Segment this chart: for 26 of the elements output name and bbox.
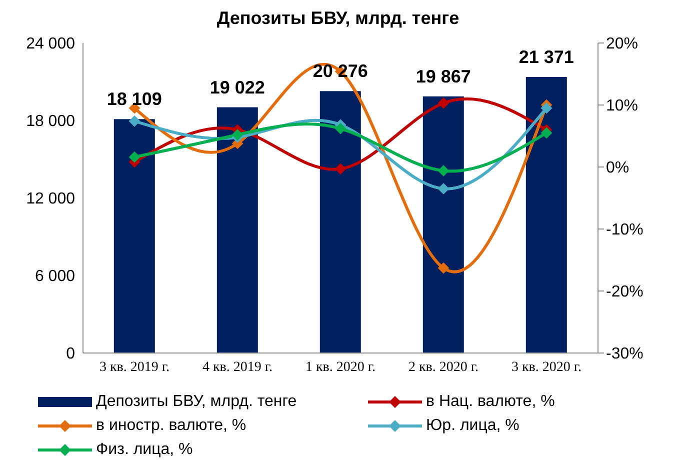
legend-label: в Нац. валюте, % bbox=[426, 393, 555, 411]
y2-tick-label: 0% bbox=[606, 160, 630, 177]
x-tick-label: 1 кв. 2020 г. bbox=[305, 360, 376, 375]
data-label: 19 867 bbox=[416, 66, 471, 86]
y-tick-label: 12 000 bbox=[26, 190, 76, 208]
legend-label: Физ. лица, % bbox=[96, 441, 193, 459]
y2-tick-label: -20% bbox=[606, 284, 644, 301]
x-tick-label: 2 кв. 2020 г. bbox=[408, 360, 479, 375]
y-tick-label: 24 000 bbox=[26, 36, 76, 53]
legend-label: в иностр. валюте, % bbox=[96, 417, 246, 435]
legend-label: Депозиты БВУ, млрд. тенге bbox=[96, 393, 297, 411]
y2-tick-label: 20% bbox=[606, 36, 638, 53]
x-tick-label: 3 кв. 2020 г. bbox=[511, 360, 582, 375]
y2-tick-label: -30% bbox=[606, 346, 644, 363]
legend-label: Юр. лица, % bbox=[426, 417, 520, 435]
y-tick-label: 18 000 bbox=[26, 113, 76, 130]
x-tick-label: 4 кв. 2019 г. bbox=[202, 360, 273, 375]
data-label: 21 371 bbox=[518, 46, 574, 67]
y2-tick-label: -10% bbox=[606, 222, 644, 239]
y-tick-label: 6 000 bbox=[34, 268, 76, 286]
data-label: 19 022 bbox=[210, 77, 265, 98]
data-label: 18 109 bbox=[106, 89, 162, 110]
y-tick-label: 0 bbox=[66, 346, 76, 363]
x-tick-label: 3 кв. 2019 г. bbox=[99, 360, 170, 375]
y2-tick-label: 10% bbox=[606, 98, 638, 115]
chart-title: Депозиты БВУ, млрд. тенге bbox=[216, 8, 460, 29]
